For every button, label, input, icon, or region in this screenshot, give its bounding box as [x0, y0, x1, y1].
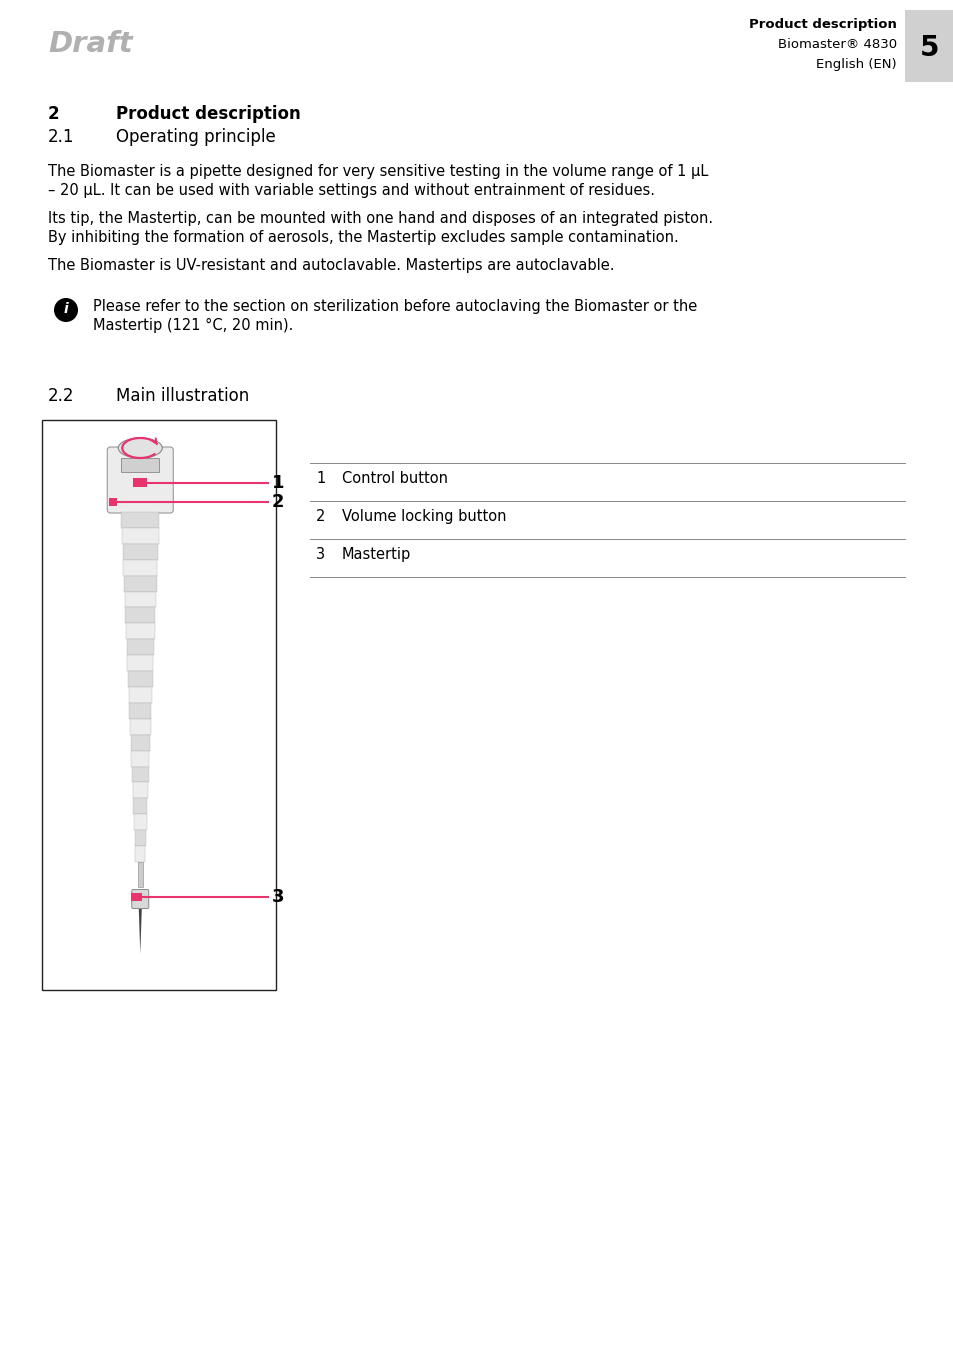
Bar: [129, 687, 152, 703]
Bar: [42, 420, 275, 990]
Bar: [123, 560, 157, 576]
Text: Please refer to the section on sterilization before autoclaving the Biomaster or: Please refer to the section on steriliza…: [92, 299, 697, 313]
Bar: [132, 783, 148, 799]
Bar: [122, 527, 158, 543]
Text: 2.1: 2.1: [48, 128, 74, 147]
Text: 2: 2: [315, 508, 325, 525]
Bar: [133, 477, 147, 487]
Text: Its tip, the Mastertip, can be mounted with one hand and disposes of an integrat: Its tip, the Mastertip, can be mounted w…: [48, 211, 713, 226]
Bar: [130, 703, 152, 718]
Bar: [132, 751, 149, 767]
Text: 1: 1: [315, 471, 325, 486]
Polygon shape: [138, 909, 142, 954]
Text: Main illustration: Main illustration: [116, 387, 249, 405]
Text: – 20 μL. It can be used with variable settings and without entrainment of residu: – 20 μL. It can be used with variable se…: [48, 183, 655, 198]
Bar: [124, 576, 156, 592]
Text: The Biomaster is a pipette designed for very sensitive testing in the volume ran: The Biomaster is a pipette designed for …: [48, 164, 708, 179]
Bar: [137, 862, 143, 886]
Bar: [127, 655, 153, 671]
Bar: [904, 9, 953, 82]
Text: Mastertip (121 °C, 20 min).: Mastertip (121 °C, 20 min).: [92, 317, 294, 334]
Bar: [134, 830, 146, 846]
Bar: [123, 543, 158, 560]
Text: By inhibiting the formation of aerosols, the Mastertip excludes sample contamina: By inhibiting the formation of aerosols,…: [48, 230, 678, 245]
Text: Draft: Draft: [48, 30, 132, 58]
Circle shape: [54, 299, 78, 321]
Text: English (EN): English (EN): [816, 58, 896, 71]
Bar: [110, 498, 117, 506]
Bar: [133, 799, 147, 814]
Bar: [125, 592, 155, 608]
Bar: [130, 718, 151, 734]
Bar: [131, 893, 142, 901]
Text: Biomaster® 4830: Biomaster® 4830: [777, 38, 896, 51]
Text: Product description: Product description: [116, 105, 300, 122]
Bar: [133, 814, 147, 830]
Text: Product description: Product description: [748, 17, 896, 31]
Text: Volume locking button: Volume locking button: [341, 508, 506, 525]
Bar: [121, 512, 159, 527]
Text: Operating principle: Operating principle: [116, 128, 275, 147]
Text: Control button: Control button: [341, 471, 448, 486]
Text: Mastertip: Mastertip: [341, 547, 411, 562]
Text: The Biomaster is UV-resistant and autoclavable. Mastertips are autoclavable.: The Biomaster is UV-resistant and autocl…: [48, 258, 614, 273]
Text: 2: 2: [48, 105, 59, 122]
Text: 2.2: 2.2: [48, 387, 74, 405]
Text: i: i: [64, 303, 69, 316]
Bar: [128, 671, 152, 687]
Bar: [135, 846, 145, 862]
Text: 3: 3: [315, 547, 325, 562]
Text: 5: 5: [919, 34, 939, 62]
Text: 1: 1: [272, 473, 284, 491]
Bar: [125, 608, 155, 623]
Bar: [127, 639, 153, 655]
Bar: [126, 623, 154, 639]
Text: 2: 2: [272, 494, 284, 511]
Bar: [132, 767, 149, 783]
Bar: [121, 459, 159, 472]
Text: 3: 3: [272, 888, 284, 907]
Bar: [131, 734, 150, 751]
Ellipse shape: [118, 438, 162, 459]
FancyBboxPatch shape: [132, 889, 149, 908]
FancyBboxPatch shape: [107, 447, 173, 512]
